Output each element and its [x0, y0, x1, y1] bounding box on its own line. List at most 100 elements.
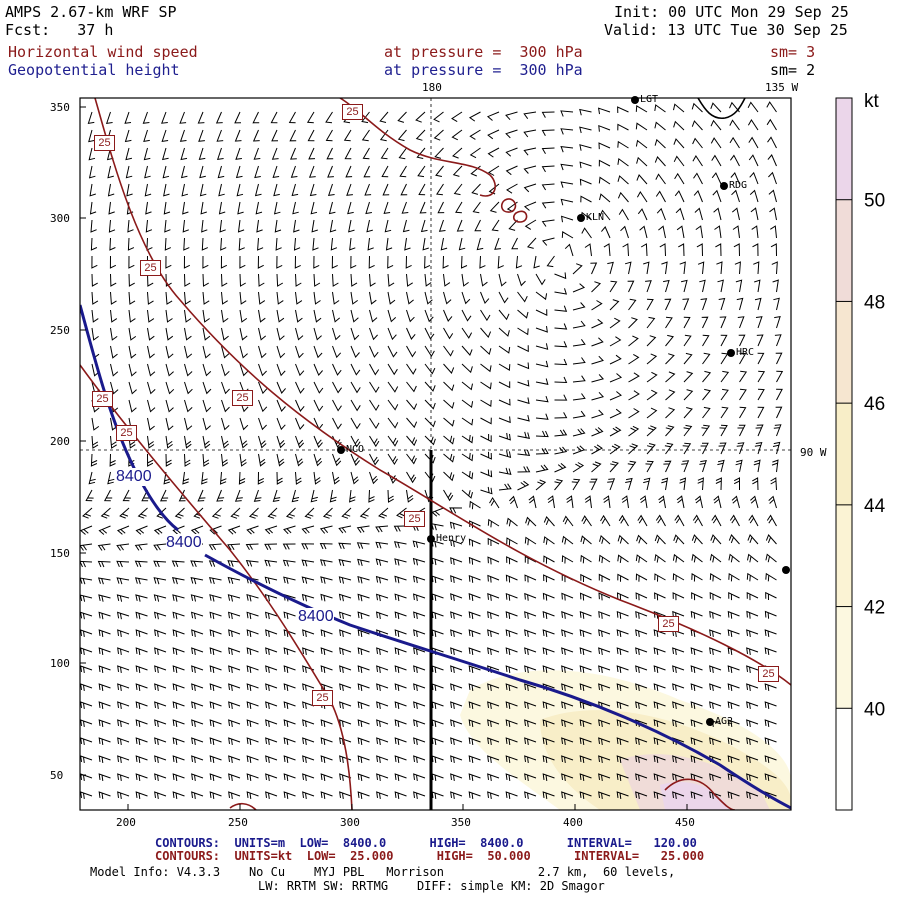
wind-barb [672, 553, 685, 563]
wind-barb [487, 647, 500, 655]
wind-barb [258, 345, 267, 359]
wind-barb [729, 136, 740, 149]
wind-barb [184, 309, 192, 323]
wind-barb [572, 462, 585, 473]
wind-barb [691, 553, 703, 563]
wind-barb [304, 507, 315, 519]
wind-barb [209, 683, 222, 691]
wind-barb [134, 577, 148, 585]
wind-barb [221, 309, 229, 323]
wind-barb [730, 171, 740, 185]
wind-barb [357, 593, 370, 602]
wind-barb [506, 537, 518, 546]
wind-barb [295, 471, 302, 485]
wind-barb [461, 273, 469, 287]
wind-barb [313, 471, 321, 485]
wind-barb [201, 219, 208, 233]
wind-barb [727, 719, 740, 727]
wind-barb [591, 391, 605, 401]
wind-barb [640, 243, 648, 257]
wind-barb [430, 523, 444, 531]
wind-barb [672, 701, 685, 709]
wind-barb [554, 429, 568, 437]
wind-barb [505, 647, 518, 655]
wind-barb [154, 755, 167, 763]
wind-barb [468, 737, 481, 745]
wind-barb [98, 594, 111, 602]
wind-barb [702, 352, 711, 365]
wind-barb [294, 255, 301, 269]
wind-barb [461, 291, 471, 305]
wind-barb [394, 593, 407, 602]
wind-barb [517, 414, 530, 422]
wind-barb [746, 755, 759, 763]
wind-barb [128, 345, 137, 359]
wind-barb [313, 399, 324, 412]
wind-barb [754, 297, 762, 311]
wind-barb [765, 553, 777, 563]
wind-barb [498, 291, 509, 304]
wind-barb [635, 629, 648, 637]
wind-barb [494, 237, 501, 250]
wind-barb [165, 309, 173, 323]
wind-barb [221, 363, 230, 377]
wind-barb [443, 381, 455, 392]
wind-barb [394, 737, 407, 745]
wind-barb [690, 647, 703, 655]
wind-barb [561, 665, 574, 673]
wind-barb [424, 417, 436, 428]
wind-barb [357, 665, 370, 673]
wind-barb [609, 408, 622, 419]
wind-barb [655, 190, 666, 203]
wind-barb [191, 719, 204, 727]
wind-barb [394, 611, 407, 620]
wind-barb [384, 219, 392, 233]
wind-barb [713, 495, 722, 509]
wind-barb [98, 701, 111, 709]
wind-barb [469, 129, 481, 140]
wind-barb [412, 540, 426, 548]
wind-barb [572, 320, 586, 329]
wind-barb [172, 737, 185, 745]
wind-barb [302, 647, 315, 655]
wind-barb [228, 629, 241, 637]
wind-barb [487, 518, 500, 528]
wind-barb [636, 174, 648, 185]
wind-barb [239, 309, 248, 323]
wind-barb [515, 255, 523, 269]
wind-barb [728, 591, 740, 601]
wind-barb [182, 201, 189, 215]
wind-barb [624, 261, 632, 275]
wind-barb [209, 773, 222, 781]
wind-barb [394, 558, 407, 566]
wind-barb [664, 298, 672, 311]
wind-barb [245, 543, 259, 551]
wind-barb [264, 559, 278, 567]
wind-barb [302, 629, 315, 637]
wind-barb [116, 594, 130, 602]
wind-barb [172, 594, 185, 602]
wind-barb [733, 477, 740, 490]
wind-barb [487, 629, 500, 637]
wind-barb [285, 507, 296, 519]
wind-barb [732, 225, 740, 239]
wind-barb [135, 525, 148, 535]
wind-barb [246, 611, 259, 620]
wind-barb [98, 611, 111, 620]
wind-barb [184, 273, 191, 287]
wind-barb [154, 701, 167, 709]
wind-barb [424, 381, 436, 392]
wind-barb [480, 381, 492, 390]
wind-barb [252, 111, 260, 124]
wind-barb [91, 273, 98, 287]
wind-barb [117, 719, 130, 727]
wind-barb [683, 334, 692, 347]
wind-barb [424, 399, 436, 410]
wind-barb [357, 719, 370, 727]
wind-barb [359, 507, 370, 519]
wind-barb [733, 243, 740, 257]
wind-barb [293, 219, 300, 233]
wind-barb [184, 399, 193, 413]
wind-barb [325, 129, 333, 142]
wind-barb [517, 345, 529, 353]
